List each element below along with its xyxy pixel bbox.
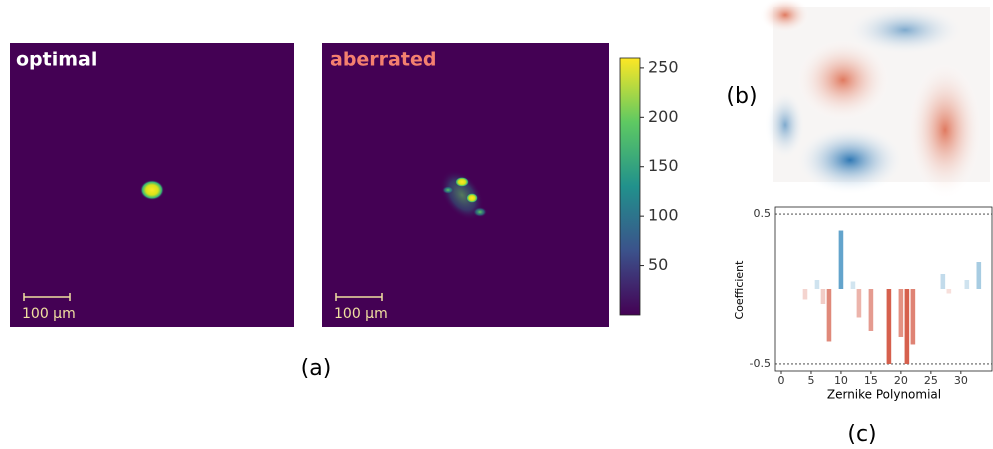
bar — [947, 289, 952, 293]
phase-lobe — [907, 60, 983, 200]
bar — [815, 280, 820, 289]
plot-frame — [775, 207, 992, 371]
scale-bar-label: 100 μm — [334, 306, 388, 322]
psf-spot — [466, 193, 478, 203]
x-axis-label: Zernike Polynomial — [827, 388, 941, 402]
y-axis-label: Coefficient — [733, 260, 746, 320]
bar — [869, 289, 874, 331]
bar — [911, 289, 916, 344]
x-tick-label: 20 — [894, 374, 908, 387]
bar — [905, 289, 910, 364]
phase-map — [760, 0, 990, 200]
y-tick-label: 100 — [648, 206, 679, 225]
x-tick-label: 25 — [924, 374, 938, 387]
figure: optimal 100 μm aberrated 100 μm (a) (b) … — [0, 0, 993, 449]
psf-spot — [473, 207, 487, 217]
x-tick-label: 10 — [834, 374, 848, 387]
y-tick-label: 0.5 — [754, 207, 772, 220]
phase-lobe — [765, 90, 805, 160]
y-tick-label: -0.5 — [750, 357, 771, 370]
colorbar — [620, 58, 640, 315]
bar — [977, 262, 982, 289]
page: {"panel_labels": ["(a)", "(b)", "(c)"], … — [0, 0, 993, 449]
bar — [851, 282, 856, 289]
x-tick-label: 30 — [954, 374, 968, 387]
y-tick-label: 150 — [648, 156, 679, 175]
bar — [857, 289, 862, 317]
bar — [887, 289, 892, 364]
phase-lobe — [795, 125, 905, 195]
bar — [821, 289, 826, 304]
psf-spot — [140, 180, 164, 200]
psf-spot — [455, 177, 469, 187]
image-optimal: optimal 100 μm — [10, 43, 294, 327]
bar — [827, 289, 832, 341]
panel-label: (b) — [726, 84, 757, 109]
bar — [899, 289, 904, 337]
phase-lobe — [845, 5, 965, 55]
panel-label: (a) — [301, 356, 332, 381]
image-title: optimal — [16, 49, 97, 71]
y-tick-label: 250 — [648, 57, 679, 76]
panel-label: (c) — [847, 422, 876, 447]
image-title: aberrated — [330, 49, 436, 71]
image-aberrated: aberrated 100 μm — [322, 43, 609, 327]
scale-bar-label: 100 μm — [22, 306, 76, 322]
x-tick-label: 5 — [807, 374, 814, 387]
bar — [839, 231, 844, 289]
bar — [941, 274, 946, 289]
psf-spot — [442, 186, 454, 194]
y-tick-label: 200 — [648, 107, 679, 126]
x-tick-label: 0 — [777, 374, 784, 387]
bar — [803, 289, 808, 299]
bar — [965, 280, 970, 289]
y-tick-label: 50 — [648, 255, 668, 274]
x-tick-label: 15 — [864, 374, 878, 387]
